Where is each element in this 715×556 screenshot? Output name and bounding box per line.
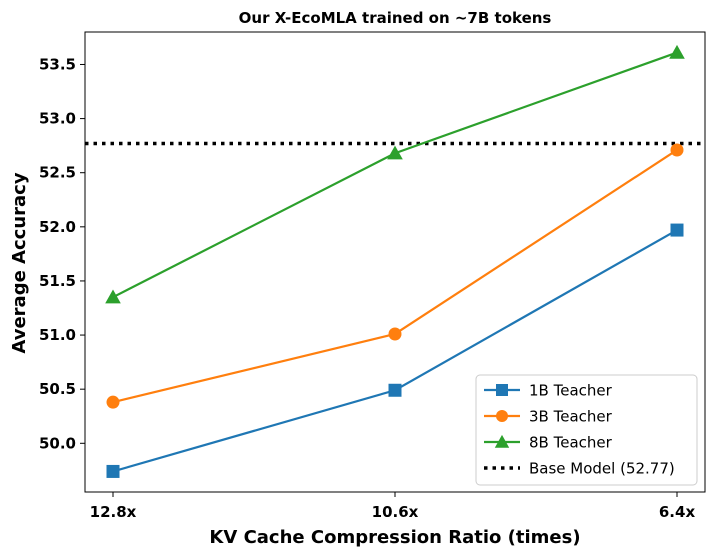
legend-marker-1 <box>496 384 508 396</box>
x-tick-label: 12.8x <box>90 503 137 521</box>
y-tick-label: 51.5 <box>39 272 76 290</box>
y-tick-label: 50.5 <box>39 380 76 398</box>
data-point-series-3-3 <box>669 44 685 59</box>
y-tick-label: 53.0 <box>39 110 76 128</box>
y-axis-label: Average Accuracy <box>9 172 30 353</box>
data-point-series-1-1 <box>106 464 120 478</box>
data-point-series-3-1 <box>105 289 121 304</box>
y-tick-label: 53.5 <box>39 55 76 73</box>
legend-marker-2 <box>496 410 508 422</box>
y-tick-label: 52.5 <box>39 164 76 182</box>
chart-title: Our X-EcoMLA trained on ~7B tokens <box>239 9 552 27</box>
data-point-series-1-2 <box>388 383 402 397</box>
legend-marker-3 <box>494 434 510 448</box>
data-point-series-1-3 <box>670 223 684 237</box>
data-point-series-2-2 <box>388 327 402 341</box>
series-line-3 <box>112 51 678 299</box>
legend-box <box>475 374 698 486</box>
data-point-series-2-3 <box>670 143 684 157</box>
x-axis-label: KV Cache Compression Ratio (times) <box>209 527 580 548</box>
legend-label-1: 1B Teacher <box>529 382 613 400</box>
axis-ticks: 12.8x 10.6x 6.4x 50.0 50.5 51.0 51.5 52.0 52.5 53… <box>39 55 695 521</box>
y-tick-label: 50.0 <box>39 434 76 452</box>
x-tick-label: 6.4x <box>659 503 696 521</box>
legend-label-2: 3B Teacher <box>529 408 613 426</box>
x-tick-label: 10.6x <box>372 503 419 521</box>
y-tick-label: 52.0 <box>39 218 76 236</box>
y-tick-label: 51.0 <box>39 326 76 344</box>
data-point-series-3-2 <box>387 145 403 160</box>
series-line-2 <box>112 149 678 404</box>
data-point-series-2-1 <box>106 395 120 409</box>
plot-area <box>85 44 705 478</box>
legend: 1B Teacher 3B Teacher 8B Teacher Base Model… <box>475 374 698 486</box>
legend-label-3: 8B Teacher <box>529 434 613 452</box>
legend-label-reference: Base Model (52.77) <box>529 460 675 478</box>
